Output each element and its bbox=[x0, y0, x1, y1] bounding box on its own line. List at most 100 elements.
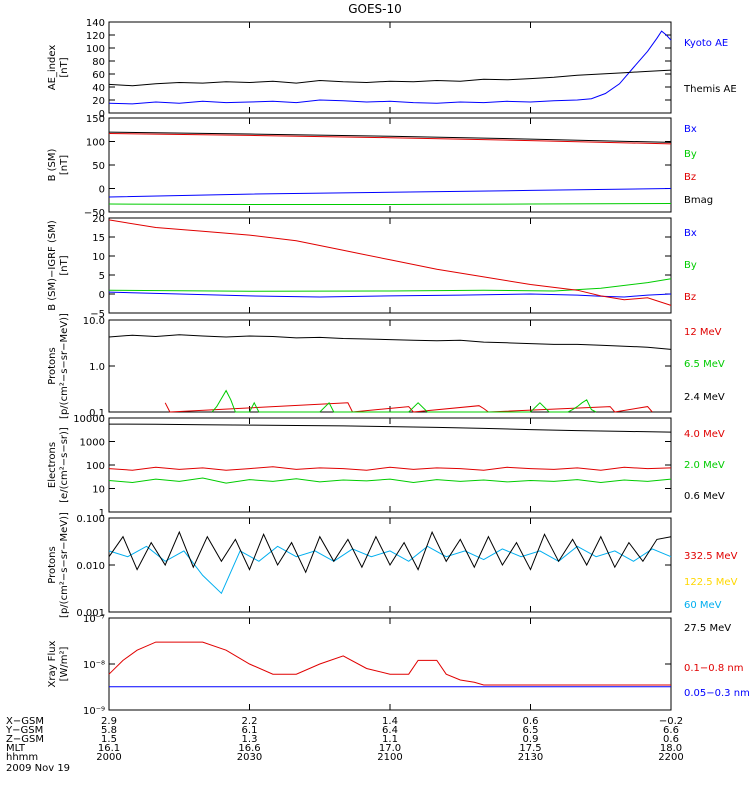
axis-value: −0.2 bbox=[659, 716, 683, 727]
y-tick-label: 20 bbox=[92, 96, 105, 107]
y-tick-label: 0.100 bbox=[76, 514, 105, 525]
y-tick-label: 100 bbox=[86, 44, 105, 55]
y-tick-label: 60 bbox=[92, 70, 105, 81]
date-label: 2009 Nov 19 bbox=[6, 763, 70, 774]
y-axis-label: [p/(cm²−s−sr−MeV)] bbox=[59, 313, 70, 419]
y-tick-label: 10⁻⁸ bbox=[83, 660, 105, 671]
axis-value: 1.3 bbox=[242, 734, 258, 745]
legend-label: By bbox=[684, 149, 697, 160]
y-tick-label: 100 bbox=[86, 138, 105, 149]
y-tick-label: 140 bbox=[86, 18, 105, 29]
y-tick-label: 40 bbox=[92, 83, 105, 94]
legend-label: 332.5 MeV bbox=[684, 551, 738, 562]
axis-value: 6.5 bbox=[523, 725, 539, 736]
y-tick-label: 1.0 bbox=[89, 362, 105, 373]
panel-frame bbox=[108, 319, 672, 413]
series-line-bz bbox=[108, 219, 672, 306]
y-axis-label: Protons bbox=[47, 347, 58, 384]
y-tick-label: 0.010 bbox=[76, 561, 105, 572]
axis-row-label: Y−GSM bbox=[5, 725, 43, 736]
y-axis-label: [p/(cm²−s−sr−MeV)] bbox=[59, 512, 70, 618]
y-axis-label: [e/(cm²−s−sr)] bbox=[59, 427, 70, 503]
axis-value: 2100 bbox=[377, 752, 402, 763]
series-line-60-mev bbox=[108, 545, 672, 595]
series-line-2-0-mev bbox=[108, 477, 672, 484]
legend-label: By bbox=[684, 260, 697, 271]
axis-value: 2.2 bbox=[242, 716, 258, 727]
panel-frame bbox=[108, 617, 672, 711]
legend-label: Themis AE bbox=[683, 84, 737, 95]
axis-value: 6.6 bbox=[663, 725, 679, 736]
series-line-by bbox=[108, 203, 672, 205]
y-tick-label: −5 bbox=[90, 309, 105, 320]
panel-frame bbox=[108, 217, 672, 314]
series-line-0-6-mev bbox=[108, 423, 672, 433]
y-tick-label: 20 bbox=[92, 214, 105, 225]
legend-label: 60 MeV bbox=[684, 600, 722, 611]
axis-value: 1.4 bbox=[382, 716, 398, 727]
y-tick-label: 80 bbox=[92, 57, 105, 68]
y-tick-label: 100 bbox=[86, 461, 105, 472]
series-line-themis-ae bbox=[108, 69, 672, 87]
series-line-12-mev bbox=[164, 402, 653, 413]
legend-label: 27.5 MeV bbox=[684, 623, 731, 634]
axis-value: 2030 bbox=[237, 752, 262, 763]
series-line-27-5-mev bbox=[108, 530, 672, 574]
legend-label: Bmag bbox=[684, 195, 713, 206]
axis-value: 2200 bbox=[658, 752, 683, 763]
axis-value: 2.9 bbox=[101, 716, 117, 727]
legend-label: 2.0 MeV bbox=[684, 460, 725, 471]
axis-value: 1.1 bbox=[382, 734, 398, 745]
y-axis-label: [nT] bbox=[59, 57, 70, 77]
series-line-kyoto-ae bbox=[108, 30, 672, 105]
y-axis-label: [nT] bbox=[59, 255, 70, 275]
axis-value: 1.5 bbox=[101, 734, 117, 745]
axis-value: 2000 bbox=[96, 752, 121, 763]
legend-label: 0.6 MeV bbox=[684, 491, 725, 502]
y-tick-label: 10000 bbox=[73, 414, 105, 425]
axis-value: 6.1 bbox=[242, 725, 258, 736]
y-tick-label: 0 bbox=[99, 185, 105, 196]
y-axis-label: [W/m²] bbox=[59, 646, 70, 681]
axis-value: 17.0 bbox=[379, 743, 401, 754]
series-line-2-4-mev bbox=[108, 334, 672, 350]
axis-row-label: X−GSM bbox=[6, 716, 44, 727]
chart-title: GOES-10 bbox=[348, 2, 402, 16]
y-axis-label: [nT] bbox=[59, 155, 70, 175]
legend-label: 12 MeV bbox=[684, 327, 722, 338]
y-tick-label: −50 bbox=[84, 208, 105, 219]
y-tick-label: 1 bbox=[99, 508, 105, 519]
axis-value: 18.0 bbox=[660, 743, 682, 754]
legend-label: 2.4 MeV bbox=[684, 392, 725, 403]
y-tick-label: 120 bbox=[86, 31, 105, 42]
axis-value: 17.5 bbox=[519, 743, 541, 754]
y-tick-label: 0 bbox=[99, 290, 105, 301]
y-tick-label: 0.001 bbox=[76, 608, 105, 619]
legend-label: 0.05−0.3 nm bbox=[684, 688, 750, 699]
y-axis-label: Electrons bbox=[47, 442, 58, 488]
y-axis-label: Xray Flux bbox=[47, 640, 58, 687]
series-line-by bbox=[108, 278, 672, 292]
y-tick-label: 10⁻⁹ bbox=[83, 706, 105, 717]
legend-label: 4.0 MeV bbox=[684, 429, 725, 440]
axis-row-label: Z−GSM bbox=[6, 734, 44, 745]
legend-label: Bz bbox=[684, 292, 696, 303]
legend-label: 0.1−0.8 nm bbox=[684, 663, 743, 674]
axis-value: 0.6 bbox=[663, 734, 679, 745]
axis-value: 0.9 bbox=[523, 734, 539, 745]
y-tick-label: 10 bbox=[92, 485, 105, 496]
axis-row-label: hhmm bbox=[6, 752, 38, 763]
y-axis-label: B (SM)−IGRF (SM) bbox=[47, 220, 58, 311]
y-tick-label: 0 bbox=[99, 109, 105, 120]
series-line-bz bbox=[108, 133, 672, 145]
y-tick-label: 5 bbox=[99, 271, 105, 282]
y-tick-label: 10⁻⁷ bbox=[83, 614, 105, 625]
y-tick-label: 50 bbox=[92, 161, 105, 172]
legend-label: 6.5 MeV bbox=[684, 359, 725, 370]
series-line-0-1-0-8-nm bbox=[108, 641, 671, 686]
y-axis-label: Protons bbox=[47, 546, 58, 583]
y-tick-label: 10 bbox=[92, 252, 105, 263]
y-axis-label: B (SM) bbox=[47, 148, 58, 181]
y-tick-label: 15 bbox=[92, 233, 105, 244]
axis-value: 16.1 bbox=[98, 743, 120, 754]
